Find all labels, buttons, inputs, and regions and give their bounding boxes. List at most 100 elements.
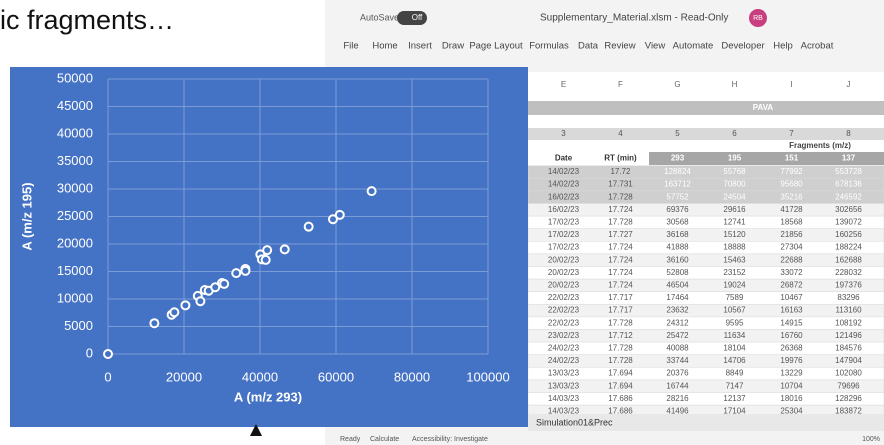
cell: 163712: [664, 180, 691, 189]
cell: 162688: [835, 255, 862, 264]
cell: 17.724: [608, 268, 633, 277]
column-letter: H: [732, 80, 738, 89]
y-tick-label: 0: [86, 345, 93, 360]
cell: 160256: [835, 230, 862, 239]
y-tick-label: 10000: [57, 290, 93, 305]
cell: 20376: [666, 369, 689, 378]
row-bg: [527, 304, 884, 318]
cursor-shape: [250, 424, 262, 436]
cell: 24/02/23: [548, 344, 580, 353]
status-item: Ready: [340, 436, 361, 443]
user: RB: [753, 15, 763, 22]
cell: 26368: [780, 344, 803, 353]
row-bg: [527, 253, 884, 267]
cell: 23152: [723, 268, 746, 277]
cell: 46504: [666, 281, 689, 290]
cell: 302656: [835, 205, 862, 214]
cell: 17104: [723, 407, 746, 416]
header-cell: 195: [728, 154, 742, 163]
group-label: PAVA: [753, 103, 774, 112]
cell: 20/02/23: [548, 281, 580, 290]
cell: 18568: [780, 218, 803, 227]
menu-item: Developer: [721, 41, 764, 52]
cell: 10704: [780, 381, 803, 390]
y-tick-label: 50000: [57, 70, 93, 85]
column-number: 8: [846, 129, 851, 138]
point: [366, 186, 377, 197]
x-tick-label: 60000: [318, 369, 354, 384]
cell: 17.694: [608, 381, 633, 390]
menu-item: Draw: [442, 41, 464, 52]
cell: 22/02/23: [548, 318, 580, 327]
cell: 28216: [666, 394, 689, 403]
cell: 13/03/23: [548, 369, 580, 378]
row-bg: [527, 203, 884, 217]
cell: 16760: [780, 331, 803, 340]
cell: 55768: [723, 167, 746, 176]
menu-item: Help: [773, 41, 793, 52]
cell: 10567: [723, 306, 746, 315]
x-tick-label: 80000: [394, 369, 430, 384]
cell: 36168: [666, 230, 689, 239]
cell: 13229: [780, 369, 803, 378]
cell: 108192: [835, 318, 862, 327]
header-cell: RT (min): [604, 154, 637, 163]
cell: 41888: [666, 243, 689, 252]
column-letter: G: [674, 80, 680, 89]
column-letter: J: [847, 80, 851, 89]
chart: 0 5000 10000 15000 20000 25000 30000 35000 40000…: [19, 70, 509, 404]
cell: 246592: [835, 192, 862, 201]
row-bg: [527, 190, 884, 204]
row-bg: [527, 278, 884, 292]
cell: 128824: [664, 167, 691, 176]
cell: 77992: [780, 167, 803, 176]
x-axis-label: A (m/z 293): [234, 389, 302, 404]
column-number: 7: [789, 129, 794, 138]
cell: 17/02/23: [548, 243, 580, 252]
cell: 35216: [780, 192, 803, 201]
cell: 17.728: [608, 218, 633, 227]
cell: 14/03/23: [548, 394, 580, 403]
cell: 14915: [780, 318, 803, 327]
y-tick-label: 45000: [57, 98, 93, 113]
header-cell: 293: [671, 154, 685, 163]
filename: Supplementary_Material.xlsm - Read-Only: [540, 13, 728, 24]
cell: 22688: [780, 255, 803, 264]
cell: 95680: [780, 180, 803, 189]
cell: 17.727: [608, 230, 633, 239]
cell: 183872: [835, 407, 862, 416]
point: [240, 265, 251, 276]
cell: 15120: [723, 230, 746, 239]
autosave: AutoSave: [360, 12, 399, 22]
row-bg: [527, 367, 884, 381]
x-tick-label: 40000: [242, 369, 278, 384]
cell: 79696: [837, 381, 860, 390]
point: [195, 296, 206, 307]
cell: 17.724: [608, 243, 633, 252]
cell: 83296: [837, 293, 860, 302]
cell: 15463: [723, 255, 746, 264]
column-number: 5: [675, 129, 680, 138]
point: [303, 221, 314, 232]
toggle: [397, 11, 427, 25]
cell: 197376: [835, 281, 862, 290]
y-tick-label: 5000: [64, 318, 93, 333]
cell: 553728: [835, 167, 862, 176]
y-tick-label: 25000: [57, 208, 93, 223]
y-tick-label: 15000: [57, 263, 93, 278]
column-letter: I: [790, 80, 792, 89]
cell: 24/02/23: [548, 356, 580, 365]
cell: 16/02/23: [548, 192, 580, 201]
cell: 33744: [666, 356, 689, 365]
menu-item: View: [645, 41, 666, 52]
y-tick-label: 30000: [57, 180, 93, 195]
point: [334, 209, 345, 220]
cell: 27304: [780, 243, 803, 252]
zoom: 100%: [862, 436, 880, 443]
row-bg: [527, 178, 884, 192]
cell: 17.728: [608, 318, 633, 327]
fragments-label: Fragments (m/z): [789, 141, 851, 150]
point: [231, 268, 242, 279]
menu-item: Page Layout: [469, 41, 523, 52]
